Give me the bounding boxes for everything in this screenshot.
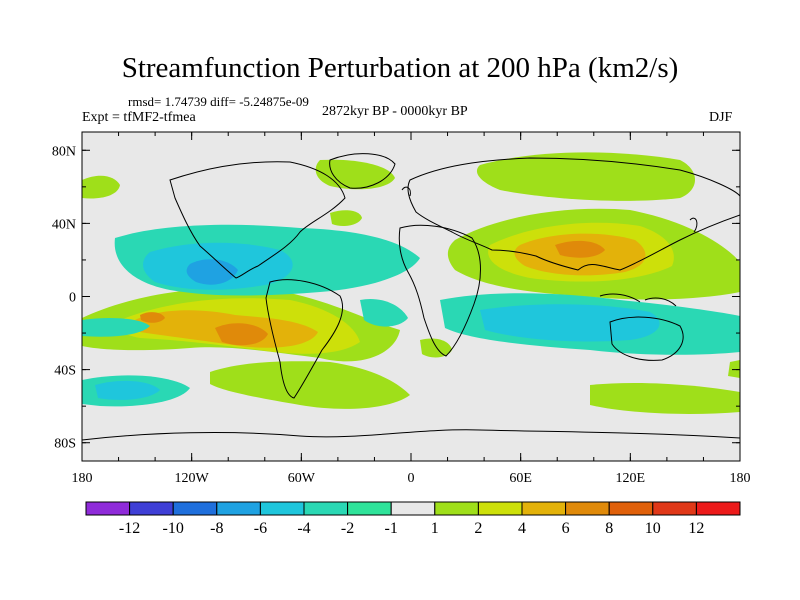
colorbar-swatch — [172, 501, 218, 516]
colorbar-swatch — [129, 501, 174, 516]
coast-greenland — [329, 153, 396, 189]
contour-neg-weak — [82, 318, 150, 337]
colorbar-swatch — [477, 501, 523, 516]
colorbar-swatch — [85, 501, 131, 516]
lat-label: 40S — [54, 364, 76, 379]
contour-neg-weak — [360, 298, 408, 327]
colorbar-swatch — [695, 501, 741, 516]
contour-neg-mid — [95, 380, 160, 400]
colorbar-swatch — [608, 501, 654, 516]
colorbar-label: -8 — [210, 520, 223, 537]
lat-label: 40N — [52, 217, 76, 232]
lat-label: 80S — [54, 437, 76, 452]
coast-indonesia — [599, 293, 677, 307]
stats-line: rmsd= 1.74739 diff= -5.24875e-09 — [128, 94, 309, 109]
contour-pos-peak — [555, 240, 605, 258]
coast-europe-asia — [407, 157, 740, 271]
contour-pos-weak — [728, 360, 740, 378]
season-label: DJF — [709, 110, 733, 125]
colorbar-label: -10 — [163, 520, 184, 537]
coast-uk — [401, 186, 411, 197]
colorbar-label: -2 — [341, 520, 354, 537]
colorbar-swatch — [521, 501, 567, 516]
contour-pos-weak — [420, 338, 452, 358]
coast-australia — [609, 316, 684, 361]
contour-pos-weak — [82, 175, 120, 199]
colorbar-label: -1 — [385, 520, 398, 537]
period-label: 2872kyr BP - 0000kyr BP — [322, 104, 468, 119]
contour-pos-weak — [210, 361, 410, 409]
coastlines — [82, 153, 740, 441]
colorbar-swatch — [565, 501, 610, 516]
coast-japan — [689, 217, 698, 233]
lon-label: 180 — [730, 471, 751, 486]
plot-area — [81, 131, 741, 462]
colorbar-swatch — [347, 501, 392, 516]
contour-pos-weak — [330, 210, 362, 226]
coast-south-america — [265, 279, 344, 399]
contour-pos-weak — [590, 382, 740, 414]
colorbar-label: 6 — [562, 520, 570, 537]
colorbar-label: 10 — [645, 520, 661, 537]
contour-neg-mid — [480, 304, 660, 342]
latitude-axis: 80N 40N 0 40S 80S — [52, 144, 740, 452]
colorbar-label: -12 — [119, 520, 140, 537]
colorbar-label: 8 — [605, 520, 613, 537]
longitude-axis: 180 120W 60W 0 60E 120E 180 — [72, 132, 751, 486]
colorbar-swatch — [434, 501, 479, 516]
colorbar: -12 -10 -8 -6 -4 -2 -1 1 2 4 6 8 10 12 — [85, 501, 741, 537]
colorbar-swatch — [216, 501, 261, 516]
lon-label: 120W — [175, 471, 210, 486]
colorbar-swatch — [390, 501, 436, 516]
lon-label: 60E — [509, 471, 532, 486]
colorbar-label: -4 — [297, 520, 310, 537]
experiment-label: Expt = tfMF2-tfmea — [82, 110, 196, 125]
colorbar-label: 2 — [474, 520, 482, 537]
lon-label: 0 — [408, 471, 415, 486]
colorbar-swatch — [652, 501, 697, 516]
contour-pos-peak — [215, 323, 268, 346]
contour-fields — [82, 152, 740, 414]
page-title: Streamfunction Perturbation at 200 hPa (… — [121, 52, 679, 84]
lat-label: 0 — [69, 291, 76, 306]
coast-antarctica — [82, 429, 740, 441]
colorbar-label: 1 — [431, 520, 439, 537]
contour-neg-strong — [186, 259, 238, 285]
colorbar-swatch — [303, 501, 349, 516]
colorbar-label: 4 — [518, 520, 526, 537]
lon-label: 180 — [72, 471, 93, 486]
colorbar-label: 12 — [688, 520, 704, 537]
coast-africa — [398, 224, 481, 357]
lon-label: 120E — [616, 471, 646, 486]
lon-label: 60W — [288, 471, 316, 486]
colorbar-label: -6 — [254, 520, 267, 537]
contour-pos-peak — [140, 312, 165, 323]
colorbar-swatch — [259, 501, 305, 516]
coast-north-america — [169, 161, 346, 279]
lat-label: 80N — [52, 144, 76, 159]
